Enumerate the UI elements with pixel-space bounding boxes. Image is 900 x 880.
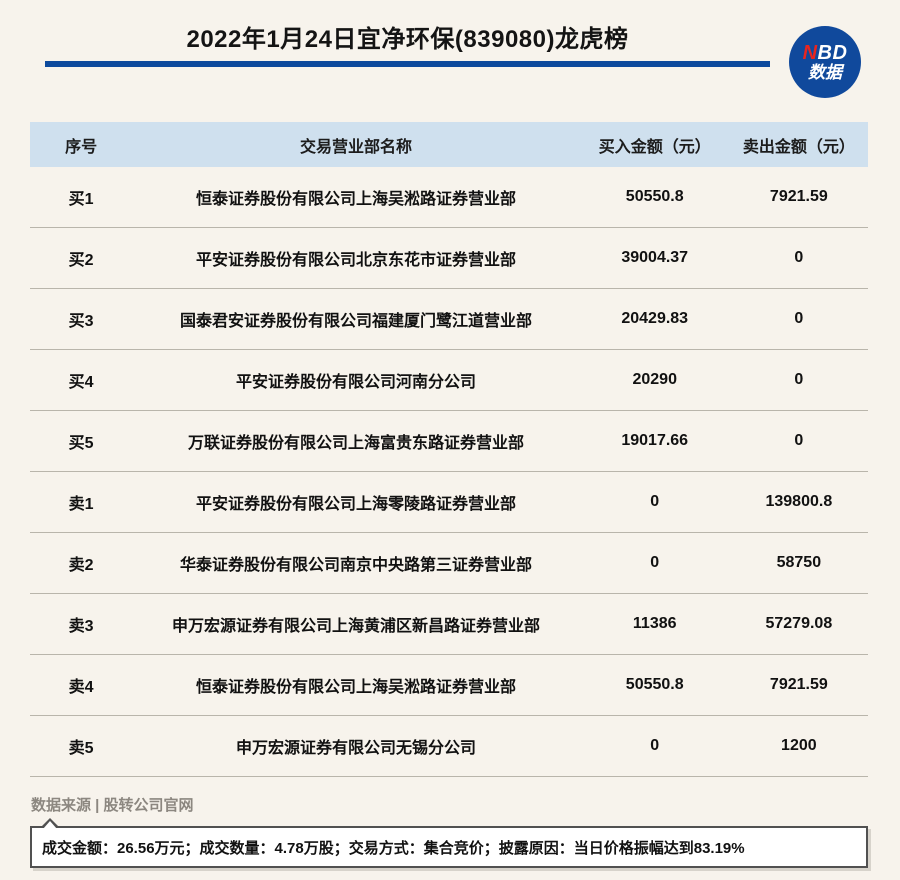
cell-name: 恒泰证券股份有限公司上海吴淞路证券营业部 xyxy=(195,191,516,208)
cell-rank: 卖4 xyxy=(68,679,94,696)
cell-rank: 买2 xyxy=(68,252,94,269)
table-row: 买1 恒泰证券股份有限公司上海吴淞路证券营业部 50550.8 7921.59 xyxy=(30,167,868,228)
cell-sell: 57279.08 xyxy=(765,615,833,632)
title-underline xyxy=(45,61,770,67)
cell-buy: 50550.8 xyxy=(625,676,684,693)
nbd-logo-cn-text: 数据 xyxy=(808,62,842,82)
cell-sell: 1200 xyxy=(781,737,817,754)
nbd-logo: NBD 数据 xyxy=(789,26,861,98)
nbd-logo-text: NBD xyxy=(802,41,848,64)
cell-rank: 买3 xyxy=(68,313,94,330)
cell-sell: 0 xyxy=(794,371,804,388)
data-source-label: 数据来源 | 股转公司官网 xyxy=(31,797,194,814)
bubble-caret xyxy=(40,818,60,829)
cell-buy: 11386 xyxy=(632,615,677,632)
cell-rank: 买4 xyxy=(68,374,94,391)
cell-name: 国泰君安证券股份有限公司福建厦门鹭江道营业部 xyxy=(179,313,532,330)
cell-buy: 0 xyxy=(650,493,660,510)
page-title: 2022年1月24日宜净环保(839080)龙虎榜 xyxy=(186,26,629,53)
cell-buy: 20290 xyxy=(632,371,677,388)
cell-rank: 卖1 xyxy=(68,496,94,513)
cell-buy: 20429.83 xyxy=(621,310,689,327)
cell-name: 华泰证券股份有限公司南京中央路第三证券营业部 xyxy=(179,557,532,574)
column-header-rank: 序号 xyxy=(65,138,98,156)
column-header-sell: 卖出金额（元） xyxy=(742,138,855,156)
table-row: 买5 万联证券股份有限公司上海富贵东路证券营业部 19017.66 0 xyxy=(30,411,868,472)
cell-rank: 卖3 xyxy=(68,618,94,635)
cell-sell: 7921.59 xyxy=(769,188,828,205)
cell-rank: 卖2 xyxy=(68,557,94,574)
column-header-name: 交易营业部名称 xyxy=(299,138,412,156)
table-row: 买3 国泰君安证券股份有限公司福建厦门鹭江道营业部 20429.83 0 xyxy=(30,289,868,350)
column-header-buy: 买入金额（元） xyxy=(598,138,711,156)
table-header-row: 序号 交易营业部名称 买入金额（元） 卖出金额（元） xyxy=(30,122,868,167)
cell-sell: 0 xyxy=(794,249,804,266)
cell-buy: 19017.66 xyxy=(621,432,689,449)
table-row: 卖4 恒泰证券股份有限公司上海吴淞路证券营业部 50550.8 7921.59 xyxy=(30,655,868,716)
cell-name: 万联证券股份有限公司上海富贵东路证券营业部 xyxy=(187,435,524,452)
table-row: 卖2 华泰证券股份有限公司南京中央路第三证券营业部 0 58750 xyxy=(30,533,868,594)
cell-name: 平安证券股份有限公司河南分公司 xyxy=(235,374,476,391)
cell-name: 平安证券股份有限公司上海零陵路证券营业部 xyxy=(195,496,516,513)
cell-name: 恒泰证券股份有限公司上海吴淞路证券营业部 xyxy=(195,679,516,696)
cell-name: 申万宏源证券有限公司无锡分公司 xyxy=(235,740,476,757)
cell-buy: 50550.8 xyxy=(625,188,684,205)
table-row: 卖3 申万宏源证券有限公司上海黄浦区新昌路证券营业部 11386 57279.08 xyxy=(30,594,868,655)
cell-buy: 0 xyxy=(650,737,660,754)
table-row: 卖5 申万宏源证券有限公司无锡分公司 0 1200 xyxy=(30,716,868,777)
cell-sell: 0 xyxy=(794,310,804,327)
cell-rank: 买1 xyxy=(68,191,94,208)
cell-sell: 139800.8 xyxy=(765,493,833,510)
cell-rank: 买5 xyxy=(68,435,94,452)
table-row: 卖1 平安证券股份有限公司上海零陵路证券营业部 0 139800.8 xyxy=(30,472,868,533)
nbd-logo-letters-bd: BD xyxy=(817,41,848,64)
cell-rank: 卖5 xyxy=(68,740,94,757)
cell-sell: 58750 xyxy=(776,554,822,571)
cell-sell: 7921.59 xyxy=(769,676,828,693)
cell-sell: 0 xyxy=(794,432,804,449)
cell-name: 平安证券股份有限公司北京东花市证券营业部 xyxy=(195,252,516,269)
summary-note-box: 成交金额：26.56万元；成交数量：4.78万股；交易方式：集合竞价；披露原因：… xyxy=(30,818,868,868)
cell-buy: 0 xyxy=(650,554,660,571)
table-row: 买2 平安证券股份有限公司北京东花市证券营业部 39004.37 0 xyxy=(30,228,868,289)
table-body: 买1 恒泰证券股份有限公司上海吴淞路证券营业部 50550.8 7921.59 买2 平安… xyxy=(30,167,868,777)
nbd-logo-letter-n: N xyxy=(802,41,818,64)
table-row: 买4 平安证券股份有限公司河南分公司 20290 0 xyxy=(30,350,868,411)
summary-note-text: 成交金额：26.56万元；成交数量：4.78万股；交易方式：集合竞价；披露原因：… xyxy=(42,839,745,857)
cell-buy: 39004.37 xyxy=(621,249,689,266)
cell-name: 申万宏源证券有限公司上海黄浦区新昌路证券营业部 xyxy=(171,618,540,635)
broker-table: 序号 交易营业部名称 买入金额（元） 卖出金额（元） 买1 恒泰证券股份有限公司上… xyxy=(30,122,868,777)
